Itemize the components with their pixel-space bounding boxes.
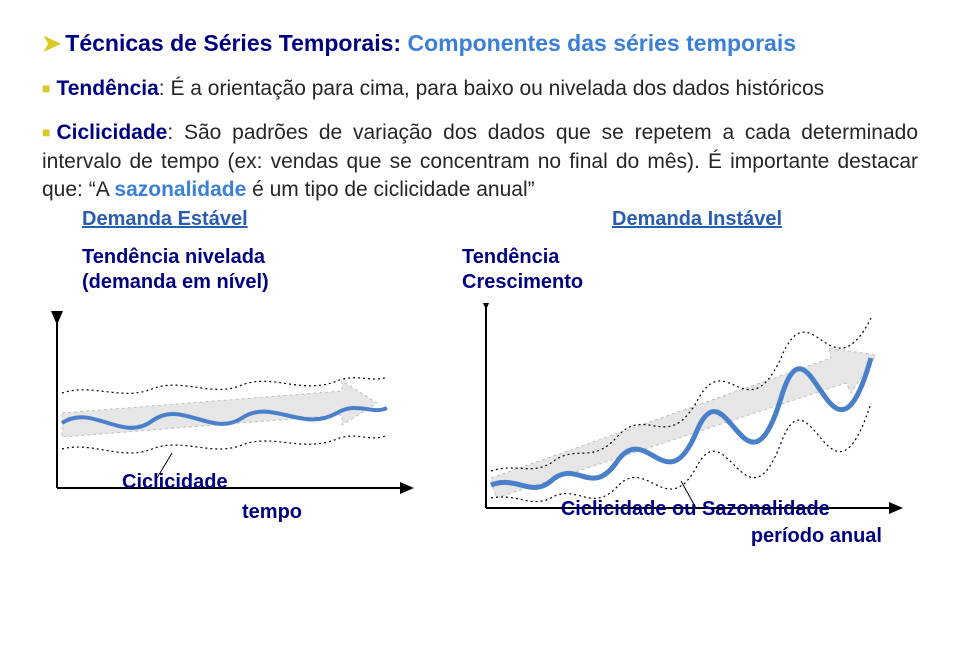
chart-right: Ciclicidade ou Sazonalidade período anua… — [471, 303, 918, 533]
label-ciclicidade-saz: Ciclicidade ou Sazonalidade — [561, 498, 830, 521]
label-demanda-nivel: (demanda em nível) — [82, 270, 462, 295]
dotted-envelope-top — [491, 318, 871, 471]
label-periodo: período anual — [751, 525, 882, 548]
sublabels-row: Tendência nivelada (demanda em nível) Te… — [42, 245, 918, 295]
para1-text: : É a orientação para cima, para baixo o… — [159, 77, 824, 100]
label-ciclicidade: Ciclicidade — [122, 471, 228, 494]
body-text: ■ Tendência: É a orientação para cima, pa… — [42, 75, 918, 204]
title-dark: Técnicas de Séries Temporais: — [65, 30, 401, 56]
para-ciclicidade: ■Ciclicidade: São padrões de variação do… — [42, 119, 918, 204]
label-tempo: tempo — [242, 501, 302, 524]
chart-left: Ciclicidade tempo — [42, 303, 431, 533]
link-demanda-instavel: Demanda Instável — [612, 208, 782, 230]
page-title: ➤Técnicas de Séries Temporais: Component… — [42, 28, 918, 59]
highlight-sazonalidade: sazonalidade — [114, 178, 246, 201]
label-tendencia-nivelada: Tendência nivelada — [82, 245, 462, 270]
charts-row: Ciclicidade tempo Ciclicidade ou Sazonal… — [42, 303, 918, 533]
chevron-icon: ➤ — [42, 30, 61, 56]
links-row: Demanda Estável Demanda Instável — [42, 208, 918, 231]
chart-left-svg — [42, 303, 422, 503]
title-light: Componentes das séries temporais — [407, 30, 796, 56]
bullet-icon: ■ — [42, 123, 50, 142]
link-demanda-estavel: Demanda Estável — [82, 208, 248, 230]
label-crescimento: Crescimento — [462, 270, 583, 295]
label-tendencia: Tendência — [462, 245, 583, 270]
term-tendencia: Tendência — [56, 77, 158, 100]
chart-right-svg — [471, 303, 911, 528]
bullet-icon: ■ — [42, 79, 50, 98]
term-ciclicidade: Ciclicidade — [56, 121, 167, 144]
para2-text2: é um tipo de ciclicidade anual” — [246, 178, 534, 201]
trend-arrow-band — [62, 381, 377, 437]
para-tendencia: ■ Tendência: É a orientação para cima, pa… — [42, 75, 918, 103]
trend-arrow-band — [491, 348, 876, 498]
dotted-envelope-bottom — [62, 435, 387, 453]
